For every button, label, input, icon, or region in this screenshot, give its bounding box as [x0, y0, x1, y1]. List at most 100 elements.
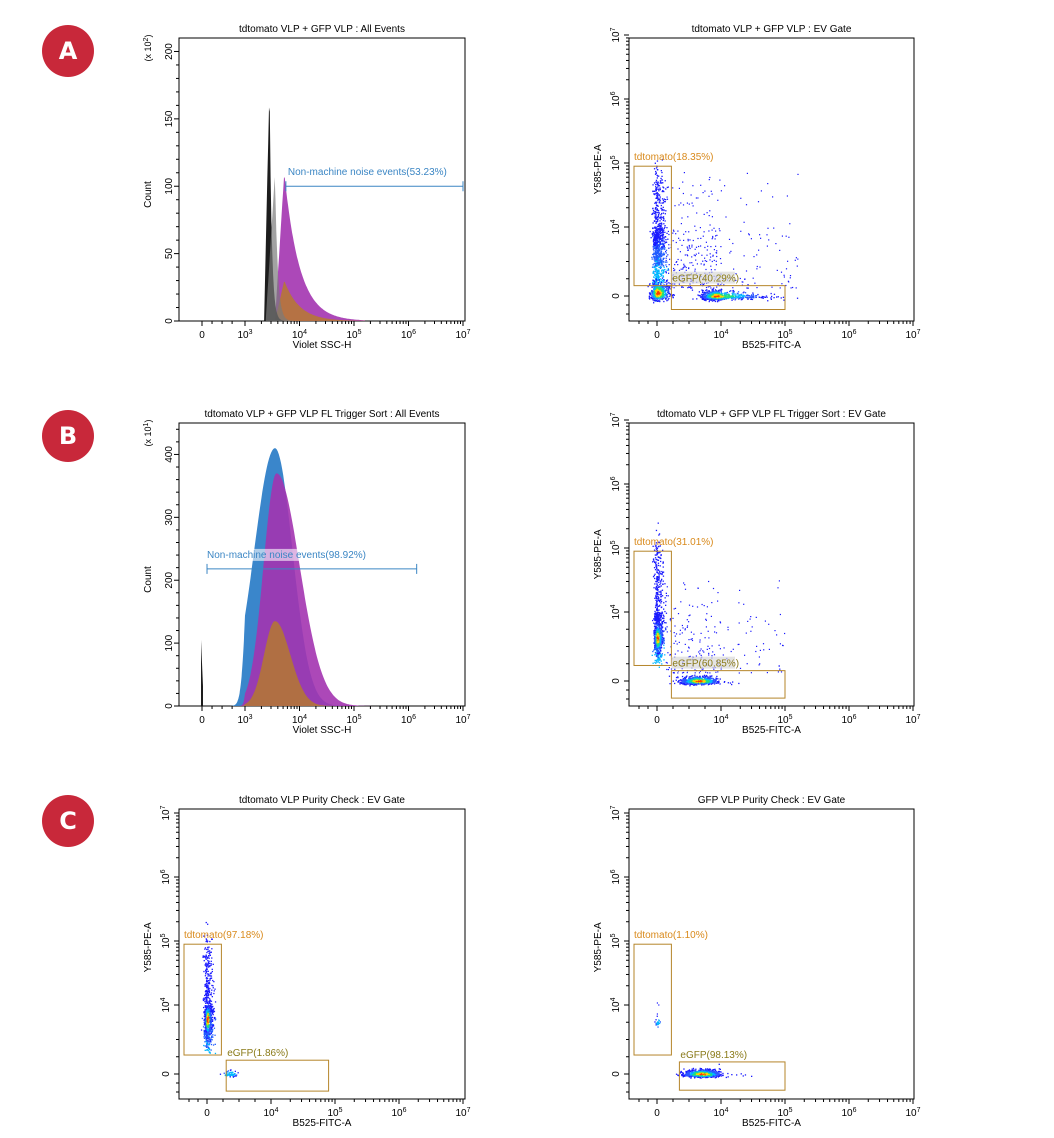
event-dot — [719, 290, 720, 291]
event-dot — [705, 260, 706, 261]
event-dot — [657, 255, 658, 256]
event-dot — [682, 269, 683, 270]
event-dot — [652, 620, 653, 621]
event-dot — [755, 651, 756, 652]
event-dot — [655, 211, 656, 212]
event-dot — [709, 301, 710, 302]
event-dot — [727, 627, 728, 628]
event-dot — [658, 293, 659, 294]
event-dot — [654, 282, 655, 283]
event-dot — [719, 683, 720, 684]
event-dot — [778, 296, 779, 297]
event-dot — [784, 275, 785, 276]
event-dot — [669, 264, 670, 265]
event-dot — [663, 265, 664, 266]
event-dot — [691, 683, 692, 684]
y-tick-label: 0 — [164, 318, 175, 324]
event-dot — [663, 572, 664, 573]
event-dot — [667, 197, 668, 198]
event-dot — [660, 183, 661, 184]
event-dot — [732, 681, 733, 682]
event-dot — [659, 584, 660, 585]
y-tick-label: 100 — [164, 634, 175, 651]
event-dot — [660, 637, 661, 638]
y-tick-label: 0 — [611, 293, 622, 299]
event-dot — [708, 684, 709, 685]
event-dot — [691, 246, 692, 247]
event-dot — [715, 672, 716, 673]
event-dot — [661, 585, 662, 586]
event-dot — [649, 298, 650, 299]
event-dot — [656, 626, 657, 627]
event-dot — [676, 262, 677, 263]
event-dot — [734, 293, 735, 294]
event-dot — [662, 186, 663, 187]
event-dot — [661, 626, 662, 627]
event-dot — [666, 262, 667, 263]
event-dot — [649, 283, 650, 284]
event-dot — [652, 184, 653, 185]
event-dot — [657, 181, 658, 182]
event-dot — [656, 172, 657, 173]
event-dot — [676, 633, 677, 634]
event-dot — [720, 246, 721, 247]
event-dot — [689, 262, 690, 263]
event-dot — [656, 228, 657, 229]
event-dot — [661, 601, 662, 602]
event-dot — [663, 231, 664, 232]
event-dot — [727, 292, 728, 293]
event-dot — [715, 238, 716, 239]
event-dot — [661, 289, 662, 290]
event-dot — [660, 268, 661, 269]
y-tick-label: 400 — [164, 446, 175, 463]
event-dot — [755, 297, 756, 298]
event-dot — [733, 649, 734, 650]
event-dot — [713, 680, 714, 681]
event-dot — [658, 216, 659, 217]
event-dot — [667, 662, 668, 663]
event-dot — [742, 295, 743, 296]
event-dot — [659, 220, 660, 221]
event-dot — [655, 239, 656, 240]
event-dot — [716, 287, 717, 288]
event-dot — [782, 236, 783, 237]
event-dot — [719, 180, 720, 181]
event-dot — [658, 210, 659, 211]
event-dot — [656, 268, 657, 269]
event-dot — [781, 283, 782, 284]
event-dot — [683, 672, 684, 673]
event-dot — [687, 216, 688, 217]
event-dot — [664, 246, 665, 247]
event-dot — [653, 642, 654, 643]
event-dot — [656, 608, 657, 609]
event-dot — [656, 636, 657, 637]
event-dot — [657, 572, 658, 573]
event-dot — [706, 255, 707, 256]
event-dot — [781, 272, 782, 273]
event-dot — [674, 205, 675, 206]
event-dot — [654, 561, 655, 562]
event-dot — [687, 651, 688, 652]
event-dot — [766, 295, 767, 296]
event-dot — [681, 217, 682, 218]
event-dot — [655, 642, 656, 643]
event-dot — [692, 675, 693, 676]
event-dot — [682, 182, 683, 183]
event-dot — [663, 253, 664, 254]
event-dot — [663, 645, 664, 646]
event-dot — [652, 561, 653, 562]
event-dot — [658, 563, 659, 564]
event-dot — [666, 258, 667, 259]
event-dot — [692, 640, 693, 641]
event-dot — [689, 647, 690, 648]
event-dot — [728, 295, 729, 296]
event-dot — [655, 174, 656, 175]
y-tick-label: 107 — [610, 27, 622, 42]
event-dot — [659, 662, 660, 663]
event-dot — [663, 254, 664, 255]
event-dot — [657, 641, 658, 642]
event-dot — [682, 632, 683, 633]
event-dot — [653, 222, 654, 223]
event-dot — [654, 168, 655, 169]
event-dot — [713, 588, 714, 589]
